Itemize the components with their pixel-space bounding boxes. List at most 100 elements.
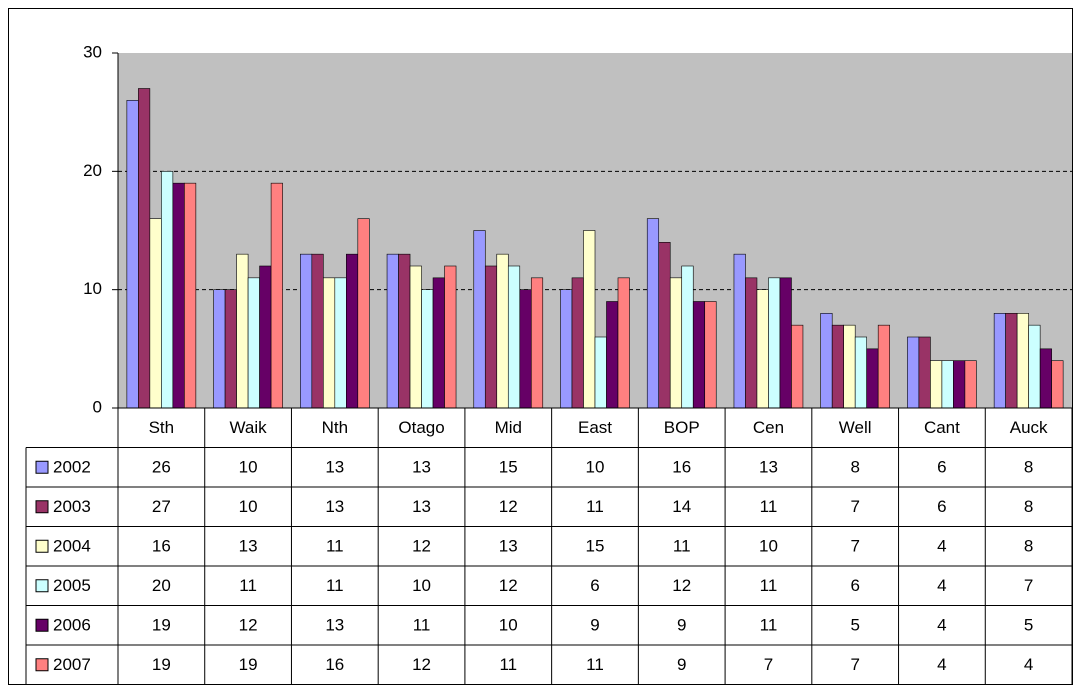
bar bbox=[357, 218, 370, 409]
bar bbox=[346, 253, 359, 409]
bar bbox=[184, 182, 197, 409]
bar bbox=[681, 265, 694, 409]
table-value: 7 bbox=[850, 655, 859, 674]
table-value: 6 bbox=[937, 497, 946, 516]
table-value: 11 bbox=[760, 576, 778, 595]
table-value: 19 bbox=[239, 655, 258, 674]
bar bbox=[507, 265, 521, 409]
table-value: 4 bbox=[937, 537, 946, 556]
table-value: 6 bbox=[850, 576, 859, 595]
table-value: 13 bbox=[325, 616, 344, 635]
table-value: 4 bbox=[937, 655, 946, 674]
y-tick-label: 30 bbox=[83, 42, 102, 61]
x-tick-label: Sth bbox=[149, 418, 175, 437]
bar bbox=[646, 218, 660, 409]
legend-label: 2003 bbox=[53, 497, 91, 516]
legend-swatch bbox=[35, 579, 49, 593]
bar bbox=[1005, 313, 1018, 409]
bar bbox=[224, 289, 237, 409]
bar bbox=[768, 277, 781, 409]
bar bbox=[300, 253, 313, 409]
x-tick-label: BOP bbox=[664, 418, 700, 437]
bar bbox=[1051, 360, 1064, 409]
bar bbox=[421, 289, 434, 409]
table-value: 4 bbox=[937, 616, 946, 635]
bar bbox=[530, 277, 544, 409]
bar bbox=[213, 289, 226, 409]
bar bbox=[756, 289, 769, 409]
bar bbox=[941, 360, 954, 409]
bar bbox=[692, 301, 706, 409]
bar bbox=[571, 277, 584, 409]
table-value: 11 bbox=[239, 576, 257, 595]
x-tick-label: Otago bbox=[398, 418, 444, 437]
bar bbox=[993, 313, 1006, 409]
table-value: 6 bbox=[937, 458, 946, 477]
table-value: 6 bbox=[590, 576, 599, 595]
bar bbox=[398, 253, 411, 409]
bar bbox=[270, 182, 283, 409]
y-tick-label: 10 bbox=[83, 279, 102, 298]
bar bbox=[409, 265, 422, 409]
table-value: 10 bbox=[239, 497, 258, 516]
table-value: 11 bbox=[586, 655, 604, 674]
table-value: 11 bbox=[673, 537, 691, 556]
table-value: 7 bbox=[1024, 576, 1033, 595]
bar bbox=[161, 171, 174, 409]
legend-label: 2004 bbox=[53, 537, 91, 556]
table-value: 12 bbox=[239, 616, 258, 635]
table-value: 8 bbox=[1024, 458, 1033, 477]
bar bbox=[669, 277, 683, 409]
table-value: 16 bbox=[152, 537, 171, 556]
legend-swatch bbox=[35, 500, 49, 514]
bar bbox=[953, 360, 966, 409]
bar bbox=[907, 336, 920, 409]
table-value: 12 bbox=[672, 576, 691, 595]
table-value: 26 bbox=[152, 458, 171, 477]
bar bbox=[658, 242, 671, 409]
table-value: 19 bbox=[152, 616, 171, 635]
table-value: 12 bbox=[412, 655, 431, 674]
legend-label: 2007 bbox=[53, 655, 91, 674]
x-tick-label: East bbox=[578, 418, 612, 437]
table-value: 11 bbox=[760, 497, 778, 516]
bar bbox=[606, 301, 619, 409]
bar bbox=[930, 360, 943, 409]
table-value: 11 bbox=[760, 616, 778, 635]
legend-label: 2006 bbox=[53, 616, 91, 635]
table-value: 27 bbox=[152, 497, 171, 516]
bar bbox=[918, 336, 931, 409]
bar bbox=[149, 218, 162, 409]
x-tick-label: Auck bbox=[1010, 418, 1048, 437]
table-value: 13 bbox=[325, 497, 344, 516]
table-value: 11 bbox=[413, 616, 431, 635]
bar bbox=[1016, 313, 1029, 409]
bar bbox=[733, 253, 746, 409]
bar bbox=[444, 265, 457, 409]
bar bbox=[247, 277, 260, 409]
table-value: 13 bbox=[759, 458, 778, 477]
table-value: 9 bbox=[677, 655, 686, 674]
y-tick-label: 0 bbox=[93, 397, 102, 416]
table-value: 15 bbox=[586, 537, 605, 556]
table-value: 11 bbox=[586, 497, 604, 516]
bar bbox=[617, 277, 630, 409]
table-value: 10 bbox=[759, 537, 778, 556]
bar bbox=[877, 324, 890, 409]
bar bbox=[236, 253, 249, 409]
table-value: 10 bbox=[412, 576, 431, 595]
x-tick-label: Waik bbox=[230, 418, 268, 437]
bar bbox=[560, 289, 573, 409]
table-value: 13 bbox=[499, 537, 518, 556]
legend-swatch bbox=[35, 658, 49, 672]
y-tick-label: 20 bbox=[83, 161, 102, 180]
table-value: 16 bbox=[325, 655, 344, 674]
table-value: 11 bbox=[326, 576, 344, 595]
bar bbox=[854, 336, 867, 409]
bar bbox=[519, 289, 532, 409]
table-value: 10 bbox=[499, 616, 518, 635]
table-value: 8 bbox=[1024, 537, 1033, 556]
bar bbox=[484, 265, 498, 409]
table-value: 14 bbox=[672, 497, 691, 516]
